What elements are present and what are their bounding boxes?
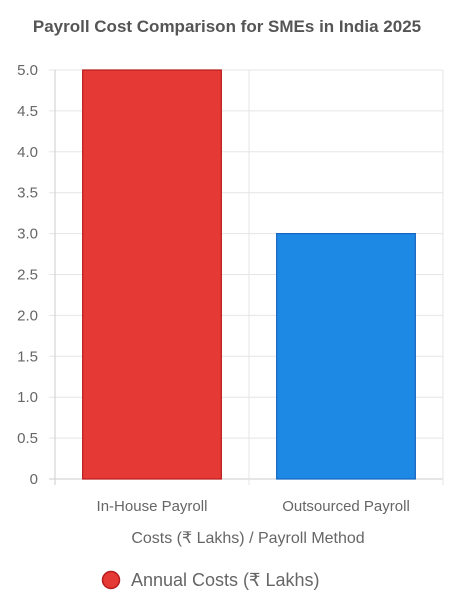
y-tick-label: 3.5: [17, 185, 38, 202]
y-axis: 0 0.5 1.0 1.5 2.0 2.5 3.0 3.5 4.0 4.5 5.0: [17, 62, 38, 488]
legend-label[interactable]: Annual Costs (₹ Lakhs): [131, 570, 320, 590]
y-tick-label: 0: [30, 471, 38, 488]
x-axis: In-House Payroll Outsourced Payroll: [97, 498, 410, 515]
y-tick-label: 0.5: [17, 430, 38, 447]
x-tick-label: Outsourced Payroll: [282, 498, 410, 515]
y-tick-label: 4.5: [17, 103, 38, 120]
y-tick-label: 2.0: [17, 307, 38, 324]
bar[interactable]: [82, 69, 222, 480]
y-tick-label: 1.5: [17, 348, 38, 365]
chart-title: Payroll Cost Comparison for SMEs in Indi…: [33, 17, 421, 36]
y-tick-label: 1.0: [17, 389, 38, 406]
legend[interactable]: Annual Costs (₹ Lakhs): [101, 570, 320, 590]
y-tick-label: 3.0: [17, 226, 38, 243]
x-tick-label: In-House Payroll: [97, 498, 208, 515]
y-tick-label: 4.0: [17, 144, 38, 161]
bar[interactable]: [276, 233, 416, 480]
y-tick-label: 5.0: [17, 62, 38, 79]
y-tick-label: 2.5: [17, 267, 38, 284]
x-axis-title: Costs (₹ Lakhs) / Payroll Method: [131, 530, 364, 547]
legend-swatch[interactable]: [101, 570, 121, 590]
bars: [82, 69, 416, 480]
